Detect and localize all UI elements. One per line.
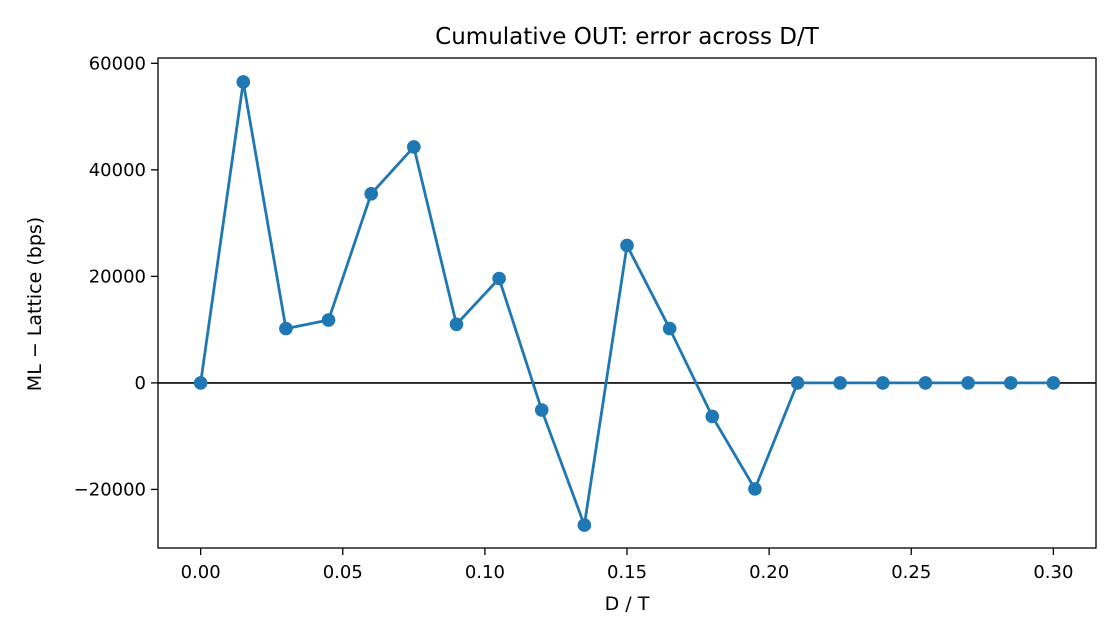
data-point xyxy=(279,321,293,336)
data-point xyxy=(236,75,251,89)
data-point xyxy=(620,238,634,253)
x-tick-label: 0.15 xyxy=(607,562,647,583)
data-point xyxy=(833,376,847,390)
plot-area: 0.00 0.05 0.10 0.15 0.20 0.25 0.30 −20000 0 20000… xyxy=(74,53,1097,583)
y-tick-label: 40000 xyxy=(89,160,146,181)
data-point xyxy=(790,376,805,390)
data-point xyxy=(193,376,208,390)
data-point xyxy=(577,518,592,532)
y-tick-label: 60000 xyxy=(89,53,146,74)
chart-title: Cumulative OUT: error across D/T xyxy=(435,24,820,50)
data-point xyxy=(407,140,421,154)
data-point xyxy=(748,482,762,496)
data-point xyxy=(662,321,677,336)
y-tick-label: 0 xyxy=(135,373,146,394)
y-tick-label: −20000 xyxy=(74,479,146,500)
x-axis-label: D / T xyxy=(605,593,650,615)
data-point xyxy=(449,317,464,332)
x-tick-label: 0.25 xyxy=(891,562,931,583)
data-point xyxy=(705,409,720,424)
data-point xyxy=(918,376,933,390)
x-tick-label: 0.30 xyxy=(1033,562,1073,583)
x-tick-label: 0.05 xyxy=(323,562,363,583)
y-axis-label: ML − Lattice (bps) xyxy=(24,217,46,391)
data-point xyxy=(321,313,336,327)
data-point xyxy=(1003,376,1018,390)
x-tick-label: 0.20 xyxy=(749,562,789,583)
data-point xyxy=(961,376,975,390)
data-point xyxy=(876,376,890,390)
data-point xyxy=(492,271,506,286)
y-tick-label: 20000 xyxy=(89,266,146,287)
data-point xyxy=(364,187,378,201)
data-point xyxy=(534,403,549,417)
data-point xyxy=(1046,376,1061,390)
x-tick-label: 0.10 xyxy=(465,562,505,583)
x-tick-label: 0.00 xyxy=(181,562,221,583)
